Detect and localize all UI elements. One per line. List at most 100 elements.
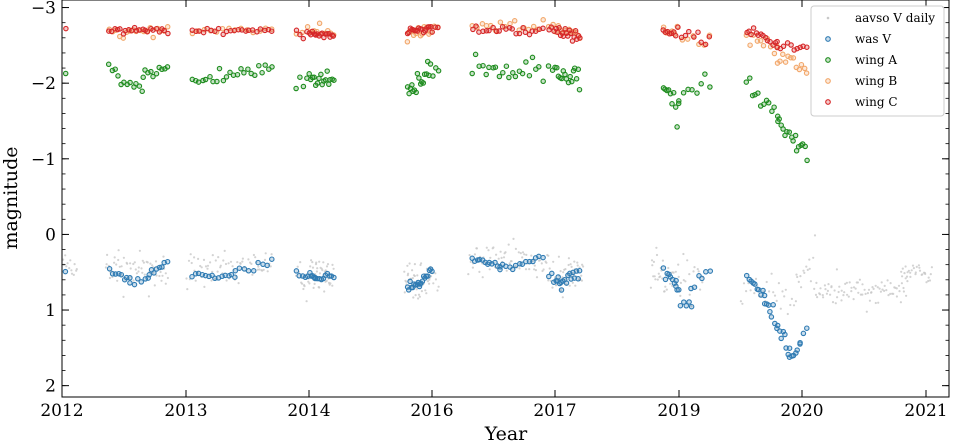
data-point <box>754 277 758 280</box>
data-point <box>126 262 129 265</box>
data-point <box>677 275 680 278</box>
data-point <box>420 290 423 293</box>
data-point <box>761 292 768 299</box>
data-point <box>540 25 546 32</box>
data-point <box>833 289 836 292</box>
data-point <box>660 265 667 271</box>
data-point <box>702 71 708 77</box>
data-point <box>189 253 192 256</box>
data-point <box>497 266 503 273</box>
data-point <box>490 24 496 31</box>
data-point <box>827 283 830 286</box>
data-point <box>901 275 904 278</box>
data-point <box>655 246 658 249</box>
data-point <box>521 251 525 254</box>
data-point <box>850 286 853 289</box>
data-point <box>227 27 234 34</box>
data-point <box>75 268 78 271</box>
data-point <box>800 286 803 289</box>
x-tick-label: 2014 <box>287 401 330 421</box>
data-point <box>569 78 575 85</box>
data-point <box>227 262 230 265</box>
data-point <box>195 79 202 85</box>
plot-frame <box>61 0 950 398</box>
data-point <box>808 258 811 261</box>
data-point <box>258 268 261 271</box>
data-point <box>200 266 203 269</box>
data-point <box>650 259 654 262</box>
data-point <box>238 66 244 72</box>
data-point <box>118 265 121 268</box>
data-point <box>223 249 226 252</box>
data-point <box>73 263 76 266</box>
data-point <box>672 104 679 110</box>
data-point <box>684 280 687 283</box>
data-point <box>814 293 818 296</box>
data-point <box>154 260 158 263</box>
data-point <box>318 272 322 275</box>
data-point <box>753 292 756 295</box>
data-point <box>915 265 918 268</box>
x-tick-label: 2016 <box>410 401 453 421</box>
data-point <box>202 76 209 83</box>
data-point <box>236 261 239 264</box>
data-point <box>548 267 551 270</box>
data-point <box>686 299 692 305</box>
data-point <box>844 282 847 285</box>
data-point <box>742 282 746 285</box>
data-point <box>293 27 300 34</box>
data-point <box>653 275 656 278</box>
data-point <box>62 70 69 77</box>
data-point <box>122 295 125 298</box>
data-point <box>301 282 304 285</box>
data-point <box>135 276 141 282</box>
data-point <box>300 35 307 42</box>
y-tick-label: −1 <box>31 150 56 170</box>
data-point <box>323 290 326 293</box>
data-point <box>518 267 521 270</box>
data-point <box>526 72 533 79</box>
data-point <box>854 287 857 290</box>
data-point <box>901 267 904 270</box>
data-point <box>674 124 680 130</box>
data-point <box>771 104 777 110</box>
data-point <box>297 74 303 80</box>
data-point <box>755 90 761 96</box>
data-point <box>679 281 683 284</box>
data-point <box>404 39 411 45</box>
data-point <box>765 100 772 106</box>
data-point <box>417 293 421 296</box>
data-point <box>699 288 702 291</box>
data-point <box>160 279 163 282</box>
data-point <box>659 275 662 278</box>
data-point <box>254 256 257 259</box>
data-point <box>406 264 409 267</box>
data-point <box>212 28 218 35</box>
data-point <box>819 287 822 290</box>
data-point <box>512 73 519 80</box>
data-point <box>231 265 234 268</box>
data-point <box>469 70 475 77</box>
data-point <box>308 282 311 285</box>
data-point <box>911 264 915 267</box>
data-point <box>877 301 880 304</box>
data-point <box>118 271 125 278</box>
data-point <box>564 268 567 271</box>
data-point <box>786 312 789 316</box>
data-point <box>432 282 435 285</box>
data-point <box>318 260 321 263</box>
data-point <box>472 51 479 58</box>
data-point <box>486 64 492 71</box>
data-point <box>801 65 808 72</box>
data-point <box>105 263 108 266</box>
data-point <box>245 268 252 274</box>
data-point <box>701 281 704 284</box>
data-point <box>476 63 482 69</box>
data-point <box>256 62 262 69</box>
data-point <box>270 253 273 256</box>
data-point <box>790 297 794 300</box>
data-point <box>917 264 921 267</box>
data-point <box>185 277 188 280</box>
data-point <box>324 68 330 74</box>
data-point <box>420 262 423 265</box>
